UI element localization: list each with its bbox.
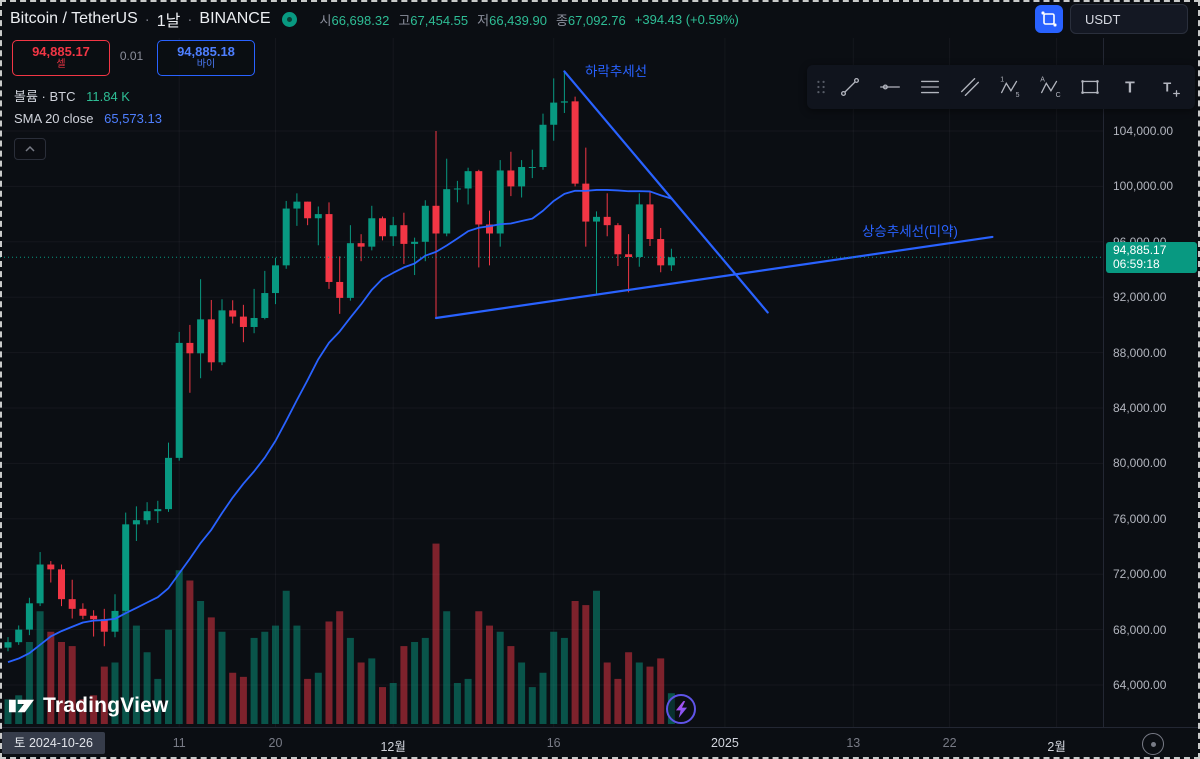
market-status-icon <box>281 11 297 27</box>
fib-retracement-tool[interactable] <box>911 68 949 106</box>
crosshair-date-box: 토 2024-10-26 <box>2 732 105 754</box>
trend-line-tool[interactable] <box>831 68 869 106</box>
sma-legend-title: SMA 20 close <box>14 111 94 126</box>
spread-value: 0.01 <box>119 49 144 63</box>
chevron-up-icon <box>25 145 35 152</box>
time-axis-label: 22 <box>942 736 957 750</box>
last-price-value: 94,885.17 <box>1113 243 1167 258</box>
buy-button[interactable]: 94,885.18 바이 <box>157 40 255 76</box>
tradingview-logo-icon <box>8 699 35 713</box>
close-value: 67,092.76 <box>567 12 626 28</box>
price-axis-label: 92,000.00 <box>1113 290 1167 305</box>
chart-main: 하락추세선 상승추세선(미약) 94,885.17 셀 94,885.18 바이 … <box>0 38 1200 727</box>
currency-selector[interactable]: USDT <box>1070 4 1188 34</box>
drag-handle-icon[interactable] <box>813 68 829 106</box>
price-axis-label: 68,000.00 <box>1113 622 1167 637</box>
price-axis-label: 80,000.00 <box>1113 456 1167 471</box>
tradingview-watermark: TradingView <box>8 692 169 719</box>
text-tool[interactable]: T <box>1111 68 1149 106</box>
interval-button[interactable]: 1날 <box>156 13 181 30</box>
bar-countdown: 06:59:18 <box>1113 257 1160 272</box>
time-axis-label: 20 <box>268 736 283 750</box>
time-axis-label: 2월 <box>1047 740 1066 754</box>
rectangle-tool[interactable] <box>1071 68 1109 106</box>
sma-legend-row[interactable]: SMA 20 close 65,573.13 <box>14 108 162 130</box>
volume-legend-title: 볼륨 · BTC <box>14 89 76 104</box>
time-axis-label: 12월 <box>380 740 406 754</box>
price-change: +394.43 (+0.59%) <box>634 11 739 27</box>
parallel-channel-tool[interactable] <box>951 68 989 106</box>
high-value: 67,454.55 <box>410 12 469 28</box>
svg-text:1: 1 <box>1000 76 1004 83</box>
lightning-button[interactable] <box>666 694 696 724</box>
low-label: 저 <box>477 12 490 28</box>
anchored-text-tool[interactable]: T <box>1151 68 1189 106</box>
axis-corner-button[interactable] <box>1142 733 1164 755</box>
price-axis[interactable]: 94,885.17 06:59:18 104,000.00 100,000.00 9… <box>1103 38 1200 727</box>
frame-select-icon <box>1041 11 1057 27</box>
price-axis-label: 72,000.00 <box>1113 567 1167 582</box>
low-value: 66,439.90 <box>489 12 547 28</box>
chart-canvas[interactable]: 하락추세선 상승추세선(미약) 94,885.17 셀 94,885.18 바이 … <box>0 38 1103 727</box>
sell-button[interactable]: 94,885.17 셀 <box>12 40 110 76</box>
high-label: 고 <box>398 12 411 28</box>
price-axis-label: 76,000.00 <box>1113 511 1167 526</box>
price-axis-label: 100,000.00 <box>1113 179 1174 194</box>
svg-text:C: C <box>1056 92 1061 99</box>
price-axis-label: 88,000.00 <box>1113 345 1167 360</box>
topbar: Bitcoin / TetherUS · 1날 · BINANCE 시66,69… <box>0 0 1200 38</box>
last-price-badge: 94,885.17 06:59:18 <box>1106 242 1197 274</box>
sell-price: 94,885.17 <box>32 44 90 59</box>
separator: · <box>144 10 150 28</box>
exchange-label: BINANCE <box>199 10 271 27</box>
volume-legend-row[interactable]: 볼륨 · BTC 11.84 K <box>14 86 162 108</box>
volume-legend-value: 11.84 K <box>86 89 130 104</box>
price-axis-label: 84,000.00 <box>1113 401 1167 415</box>
tradingview-wordmark: TradingView <box>43 693 169 717</box>
time-axis[interactable]: 토 2024-10-26 11 20 12월 16 2025 13 22 2월 <box>0 727 1200 759</box>
horizontal-ray-tool[interactable] <box>871 68 909 106</box>
time-axis-label: 2025 <box>710 736 739 750</box>
legend-collapse-button[interactable] <box>14 138 46 160</box>
trade-panel: 94,885.17 셀 94,885.18 바이 <box>12 40 255 76</box>
indicator-legend: 볼륨 · BTC 11.84 K SMA 20 close 65,573.13 <box>14 86 162 160</box>
buy-price: 94,885.18 <box>177 44 235 59</box>
time-axis-label: 13 <box>846 736 861 750</box>
svg-text:T: T <box>1125 80 1135 97</box>
svg-text:T: T <box>1163 80 1171 95</box>
open-value: 66,698.32 <box>331 12 390 28</box>
time-axis-label: 11 <box>172 736 186 750</box>
sell-label: 셀 <box>56 59 66 70</box>
ohlc-readout: 시66,698.32 고67,454.55 저66,439.90 종67,092… <box>320 10 626 29</box>
open-label: 시 <box>319 12 332 28</box>
lightning-icon <box>675 700 687 718</box>
separator: · <box>187 10 193 28</box>
buy-label: 바이 <box>196 59 216 70</box>
downtrend-label: 하락추세선 <box>585 64 647 79</box>
time-axis-label: 16 <box>546 736 561 750</box>
price-axis-label: 64,000.00 <box>1113 678 1167 692</box>
price-axis-label: 104,000.00 <box>1113 123 1174 138</box>
frame-select-button[interactable] <box>1035 5 1063 33</box>
close-label: 종 <box>555 12 568 28</box>
symbol-button[interactable]: Bitcoin / TetherUS <box>10 10 138 27</box>
sma-legend-value: 65,573.13 <box>104 111 162 126</box>
svg-text:A: A <box>1040 76 1045 83</box>
svg-text:5: 5 <box>1016 92 1020 99</box>
uptrend-label: 상승추세선(미약) <box>862 224 958 239</box>
